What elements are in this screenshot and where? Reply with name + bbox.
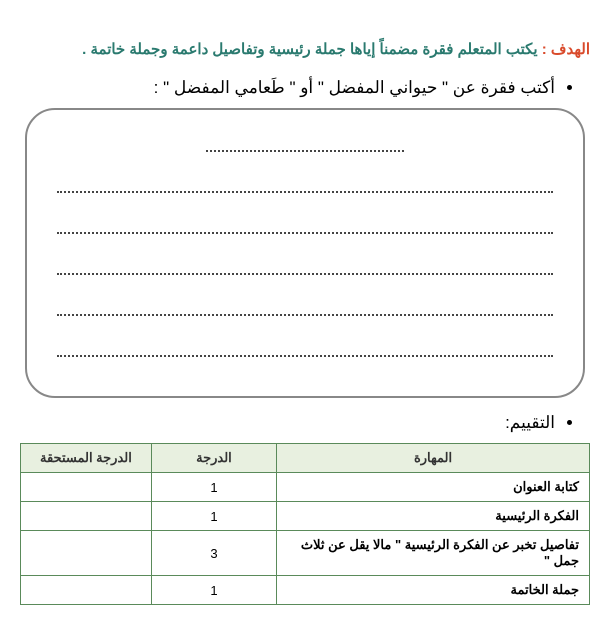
table-row: كتابة العنوان 1 xyxy=(21,473,590,502)
earned-cell[interactable] xyxy=(21,576,152,605)
skill-cell: جملة الخاتمة xyxy=(277,576,590,605)
writing-prompt: أكتب فقرة عن " حيواني المفضل " أو " طَعا… xyxy=(20,78,555,98)
goal-text: يكتب المتعلم فقرة مضمناً إياها جملة رئيس… xyxy=(82,41,537,58)
score-cell: 1 xyxy=(151,502,276,531)
skill-cell: تفاصيل تخبر عن الفكرة الرئيسية " مالا يق… xyxy=(277,531,590,576)
header-score: الدرجة xyxy=(151,444,276,473)
score-cell: 3 xyxy=(151,531,276,576)
score-cell: 1 xyxy=(151,576,276,605)
header-skill: المهارة xyxy=(277,444,590,473)
table-row: جملة الخاتمة 1 xyxy=(21,576,590,605)
rubric-table: المهارة الدرجة الدرجة المستحقة كتابة الع… xyxy=(20,443,590,605)
assessment-title: التقييم: xyxy=(20,413,555,433)
goal-line: الهدف : يكتب المتعلم فقرة مضمناً إياها ج… xyxy=(20,40,590,58)
skill-cell: كتابة العنوان xyxy=(277,473,590,502)
earned-cell[interactable] xyxy=(21,502,152,531)
writing-line xyxy=(57,355,553,357)
assessment-list: التقييم: xyxy=(20,413,590,433)
goal-label: الهدف : xyxy=(542,41,590,58)
writing-line xyxy=(57,273,553,275)
writing-line xyxy=(206,150,404,152)
earned-cell[interactable] xyxy=(21,473,152,502)
prompt-list: أكتب فقرة عن " حيواني المفضل " أو " طَعا… xyxy=(20,78,590,98)
writing-line xyxy=(57,232,553,234)
table-row: تفاصيل تخبر عن الفكرة الرئيسية " مالا يق… xyxy=(21,531,590,576)
writing-line xyxy=(57,191,553,193)
writing-area[interactable] xyxy=(25,108,585,398)
table-row: الفكرة الرئيسية 1 xyxy=(21,502,590,531)
header-earned: الدرجة المستحقة xyxy=(21,444,152,473)
score-cell: 1 xyxy=(151,473,276,502)
writing-line xyxy=(57,314,553,316)
earned-cell[interactable] xyxy=(21,531,152,576)
table-header-row: المهارة الدرجة الدرجة المستحقة xyxy=(21,444,590,473)
skill-cell: الفكرة الرئيسية xyxy=(277,502,590,531)
